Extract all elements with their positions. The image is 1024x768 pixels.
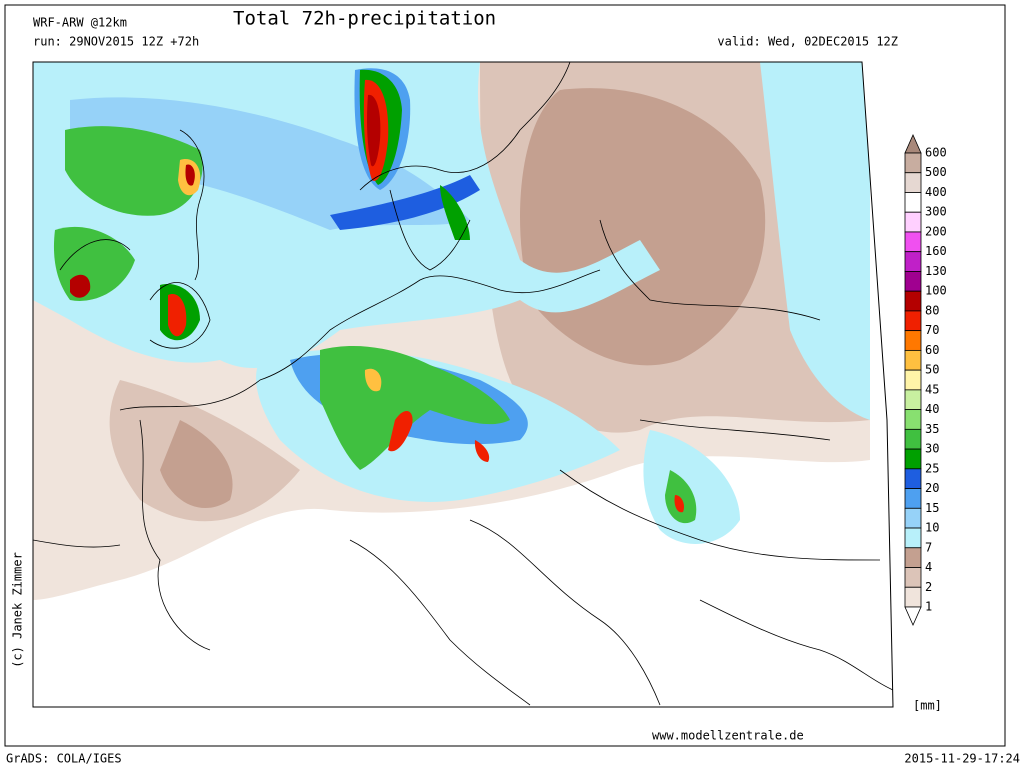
legend-label: 25 xyxy=(925,461,939,475)
credit: (c) Janek Zimmer xyxy=(11,552,25,668)
legend-label: 160 xyxy=(925,244,947,258)
frame xyxy=(4,4,1006,747)
legend-box xyxy=(904,192,922,213)
legend-box xyxy=(904,547,922,568)
legend-box xyxy=(904,211,922,233)
legend-box xyxy=(904,349,922,371)
legend-label: 1 xyxy=(925,600,932,614)
legend-box xyxy=(904,527,922,549)
valid-label: valid: Wed, 02DEC2015 12Z xyxy=(717,35,898,49)
legend-label: 100 xyxy=(925,284,947,298)
legend-label: 50 xyxy=(925,363,939,377)
legend-label: 7 xyxy=(925,540,932,554)
legend-label: 300 xyxy=(925,205,947,219)
legend-label: 70 xyxy=(925,323,939,337)
legend-triangle xyxy=(904,134,922,154)
legend-box xyxy=(904,172,922,193)
legend-label: 2 xyxy=(925,580,932,594)
legend-box xyxy=(904,310,922,332)
legend-label: 35 xyxy=(925,422,939,436)
map-border xyxy=(32,61,894,708)
legend-label: 20 xyxy=(925,481,939,495)
legend-box xyxy=(904,290,922,312)
legend-label: 400 xyxy=(925,185,947,199)
legend-box xyxy=(904,488,922,509)
legend-label: 600 xyxy=(925,146,947,160)
legend-box xyxy=(904,369,922,391)
legend-box xyxy=(904,271,922,292)
legend-box xyxy=(904,507,922,529)
model-label: WRF-ARW @12km xyxy=(33,16,127,30)
legend-label: 45 xyxy=(925,382,939,396)
legend-label: 40 xyxy=(925,402,939,416)
legend-box xyxy=(904,448,922,470)
map xyxy=(32,61,894,708)
legend-box xyxy=(904,389,922,411)
legend-label: 500 xyxy=(925,165,947,179)
legend-box xyxy=(904,409,922,430)
legend-label: 4 xyxy=(925,560,932,574)
footer-right: 2015-11-29-17:24 xyxy=(904,752,1020,766)
legend-label: 200 xyxy=(925,224,947,238)
legend-label: 30 xyxy=(925,442,939,456)
legend-box xyxy=(904,567,922,588)
legend-triangle xyxy=(904,606,922,626)
website: www.modellzentrale.de xyxy=(652,729,804,743)
legend-label: 60 xyxy=(925,343,939,357)
legend-label: 15 xyxy=(925,501,939,515)
legend-box xyxy=(904,586,922,608)
legend-box xyxy=(904,468,922,489)
legend-box xyxy=(904,152,922,174)
legend-box xyxy=(904,231,922,253)
legend: 600 500 400 300 200 160 130 100 80 70 60 50 45 40 35 30… xyxy=(904,134,947,626)
legend-box xyxy=(904,330,922,351)
legend-label: 10 xyxy=(925,521,939,535)
map-title: Total 72h-precipitation xyxy=(233,8,496,30)
footer-left: GrADS: COLA/IGES xyxy=(6,752,122,766)
legend-label: 80 xyxy=(925,303,939,317)
legend-label: 130 xyxy=(925,264,947,278)
unit-label: [mm] xyxy=(913,699,942,713)
run-label: run: 29NOV2015 12Z +72h xyxy=(33,35,199,49)
legend-box xyxy=(904,251,922,272)
legend-box xyxy=(904,428,922,450)
